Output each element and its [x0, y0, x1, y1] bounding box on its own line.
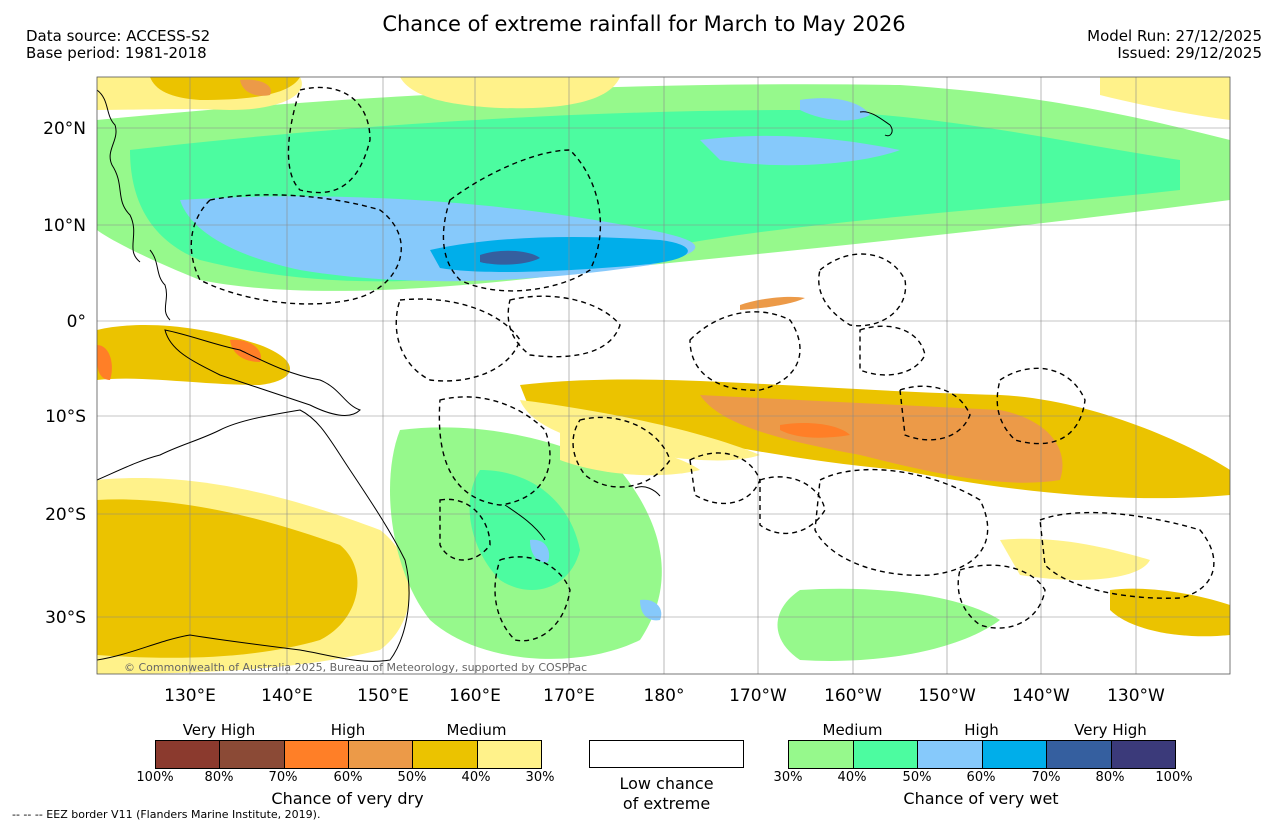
eez-borders	[190, 86, 1215, 642]
wet-swatch	[853, 741, 918, 768]
legend-wet-high: High	[964, 721, 999, 739]
dry-swatch	[413, 741, 478, 768]
lat-label: 10°S	[45, 407, 86, 427]
lon-label: 150°E	[357, 686, 409, 706]
lon-label: 180°	[644, 686, 685, 706]
lat-label: 30°S	[45, 608, 86, 628]
lat-label: 20°S	[45, 505, 86, 525]
dry-tick: 100%	[136, 770, 174, 785]
coastlines	[96, 89, 893, 662]
lon-label: 130°W	[1107, 686, 1165, 706]
wet-colorbar	[788, 740, 1176, 769]
wet-tick: 40%	[837, 770, 867, 785]
issued-date: Issued: 29/12/2025	[1117, 44, 1262, 62]
base-period: Base period: 1981-2018	[26, 44, 207, 62]
lon-label: 160°W	[824, 686, 882, 706]
wet-tick: 70%	[1031, 770, 1061, 785]
dry-tick: 50%	[397, 770, 427, 785]
map-frame	[96, 76, 1231, 675]
low-chance-caption-1: Low chance	[619, 774, 714, 793]
lon-label: 170°W	[729, 686, 787, 706]
lon-label: 160°E	[449, 686, 501, 706]
dry-tick: 40%	[461, 770, 491, 785]
lon-label: 130°E	[164, 686, 216, 706]
model-run: Model Run: 27/12/2025	[1087, 27, 1262, 45]
lat-label: 10°N	[43, 216, 86, 236]
wet-tick: 50%	[902, 770, 932, 785]
dry-swatch	[348, 741, 414, 768]
wet-tick: 100%	[1155, 770, 1193, 785]
wet-swatch	[918, 741, 983, 768]
low-chance-caption-2: of extreme	[622, 794, 711, 813]
graticule	[97, 77, 1230, 674]
lon-label: 140°W	[1012, 686, 1070, 706]
legend-dry-very-high: Very High	[182, 721, 256, 739]
lat-label: 20°N	[43, 119, 86, 139]
wet-tick: 60%	[966, 770, 996, 785]
legend-dry-high: High	[330, 721, 366, 739]
legend-wet-very-high: Very High	[1074, 721, 1147, 739]
copyright-credit: © Commonwealth of Australia 2025, Bureau…	[124, 661, 587, 674]
legend-wet-medium: Medium	[822, 721, 883, 739]
wet-swatch	[982, 741, 1047, 768]
wet-swatch	[1111, 741, 1175, 768]
wet-tick: 30%	[773, 770, 803, 785]
dry-tick: 80%	[204, 770, 234, 785]
dry-swatch	[156, 741, 221, 768]
lon-label: 150°W	[918, 686, 976, 706]
dry-tick: 70%	[268, 770, 298, 785]
dry-swatch	[477, 741, 541, 768]
low-chance-swatch	[589, 740, 744, 768]
wet-swatch	[1047, 741, 1112, 768]
lat-label: 0°	[67, 312, 86, 332]
map-title: Chance of extreme rainfall for March to …	[382, 12, 906, 36]
legend-dry-medium: Medium	[446, 721, 507, 739]
wet-caption: Chance of very wet	[903, 789, 1059, 808]
eez-border-note: -- -- -- EEZ border V11 (Flanders Marine…	[12, 808, 321, 821]
wet-tick: 80%	[1095, 770, 1125, 785]
lon-label: 170°E	[543, 686, 595, 706]
dry-colorbar	[155, 740, 542, 769]
map-field	[97, 77, 1230, 674]
lon-label: 140°E	[261, 686, 313, 706]
wet-swatch	[789, 741, 854, 768]
data-source: Data source: ACCESS-S2	[26, 27, 211, 45]
dry-caption: Chance of very dry	[271, 789, 424, 808]
dry-swatch	[220, 741, 285, 768]
dry-tick: 60%	[333, 770, 363, 785]
dry-swatch	[284, 741, 349, 768]
dry-tick: 30%	[525, 770, 555, 785]
